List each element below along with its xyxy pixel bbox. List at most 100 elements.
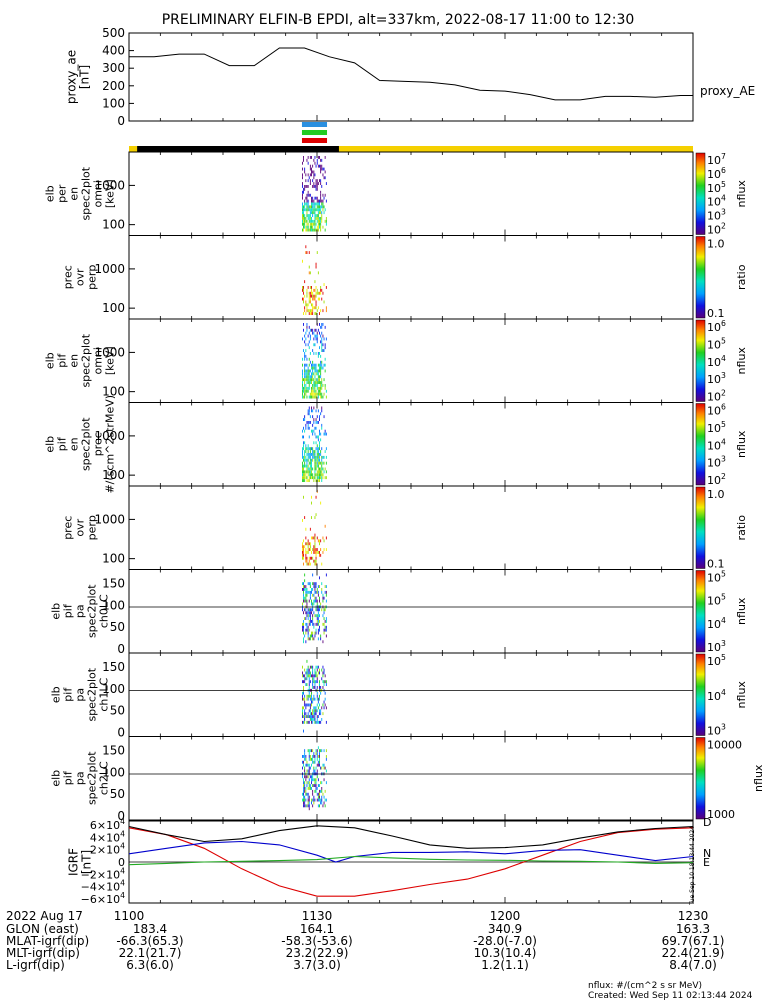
spectrogram-cell xyxy=(316,381,318,384)
spectrogram-cell xyxy=(312,179,314,183)
spectrogram-cell xyxy=(317,214,319,217)
spectrogram-cell xyxy=(303,225,304,229)
spectrogram-cell xyxy=(323,337,325,341)
spectrogram-cell xyxy=(308,620,310,623)
spectrogram-cell xyxy=(306,760,308,764)
spectrogram-cell xyxy=(308,715,310,718)
panel-ylabel-line: per xyxy=(56,184,69,203)
spectrogram-cell xyxy=(303,158,304,162)
spectrogram-cell xyxy=(312,718,314,721)
igrf-ylabel-line: IGRF xyxy=(66,848,80,876)
spectrogram-cell xyxy=(311,381,312,384)
panel-ylabel: elb pif en spec2plot omni [keV] xyxy=(44,333,117,387)
spectrogram-cell xyxy=(307,334,309,338)
spectrogram-cell xyxy=(309,467,311,471)
spectrogram-cell xyxy=(317,363,319,367)
spectrogram-cell xyxy=(305,778,307,782)
spectrogram-cell xyxy=(305,470,307,474)
ae-ytick-label: 300 xyxy=(102,61,125,75)
spectrogram-cell xyxy=(307,781,309,785)
spectrogram-cell xyxy=(307,804,309,808)
spectrogram-cell xyxy=(321,406,323,410)
spectrogram-cell xyxy=(305,384,307,387)
spectrogram-cell xyxy=(313,611,315,615)
spectrogram-cell xyxy=(314,464,316,468)
spectrogram-cell xyxy=(308,176,310,180)
spectrogram-cell xyxy=(305,712,307,716)
spectrogram-cell xyxy=(319,763,320,767)
colorbar-tick-label-exp: 4 xyxy=(721,354,726,363)
colorbar-tick-label: 105 xyxy=(707,593,726,608)
spectrogram-cell xyxy=(308,470,310,474)
spectrogram-cell xyxy=(325,199,327,203)
panel-ylabel-line: en xyxy=(68,354,81,368)
spectrogram-cell xyxy=(304,599,306,603)
igrf-series-d xyxy=(128,827,694,897)
spectrogram-cell xyxy=(304,185,306,188)
spectrogram-cell xyxy=(304,718,306,721)
colorbar-label: nflux xyxy=(735,597,748,625)
spectrogram-cell xyxy=(303,228,304,232)
spectrogram-cell xyxy=(303,156,304,159)
spectrogram-cell xyxy=(325,337,327,341)
spectrogram-cell xyxy=(316,476,318,480)
spectrogram-cell xyxy=(304,775,306,779)
spectrogram-cell xyxy=(325,182,327,185)
spectrogram-cell xyxy=(316,602,318,606)
spectrogram-cell xyxy=(315,164,317,168)
spectrogram-cell xyxy=(306,611,308,615)
spectrogram-cell xyxy=(304,429,306,433)
spectrogram-cell xyxy=(324,674,326,678)
spectrogram-cell xyxy=(314,458,316,462)
spectrogram-cell xyxy=(315,409,317,413)
spectrogram-cell xyxy=(304,798,306,802)
spectrogram-cell xyxy=(306,395,308,399)
spectrogram-cell xyxy=(311,476,312,480)
spectrogram-cell xyxy=(308,219,310,223)
panel-ytick-label: 100 xyxy=(102,218,125,232)
panel-ylabel: prec ovr perp xyxy=(62,265,99,290)
spectrogram-cell xyxy=(302,775,303,779)
spectrogram-cell xyxy=(307,798,309,802)
spectrogram-cell xyxy=(303,637,304,641)
spectrogram-cell xyxy=(319,331,320,335)
spectrogram-cell xyxy=(308,720,310,724)
spectrogram-cell xyxy=(321,381,323,384)
spectrogram-cell xyxy=(312,556,314,560)
spectrogram-cell xyxy=(312,291,314,295)
spectrogram-cell xyxy=(313,421,315,424)
spectrogram-cell xyxy=(315,202,317,206)
spectrogram-cell xyxy=(316,450,318,453)
spectrogram-cell xyxy=(307,697,309,701)
spectrogram-cell xyxy=(308,453,310,456)
spectrogram-cell xyxy=(302,755,303,758)
spectrogram-cell xyxy=(312,634,314,638)
spectrogram-cell xyxy=(305,423,307,427)
panel-ylabel-line: spec2plot xyxy=(86,751,99,805)
spectrogram-cell xyxy=(306,363,308,367)
spectrogram-cell xyxy=(317,551,319,554)
spectrogram-cell xyxy=(315,363,317,367)
spectrogram-cell xyxy=(309,709,311,713)
spectrogram-cell xyxy=(322,205,324,209)
panel-frame xyxy=(128,652,694,737)
colorbar-tick-label-base: 10 xyxy=(707,618,721,631)
spectrogram-cell xyxy=(309,697,311,701)
spectrogram-cell xyxy=(304,461,306,465)
spectrogram-cell xyxy=(309,193,311,197)
spectrogram-cell xyxy=(303,222,304,226)
spectrogram-cell xyxy=(312,778,314,782)
spectrogram-cell xyxy=(316,680,318,684)
spectrogram-cell xyxy=(308,346,310,350)
spectrogram-cell xyxy=(314,288,316,292)
spectrogram-cell xyxy=(317,665,319,669)
spectrogram-cell xyxy=(320,789,322,793)
spectrogram-cell xyxy=(312,211,314,215)
orbit-table-cell: 164.1 xyxy=(300,922,334,936)
spectrogram-cell xyxy=(303,288,304,292)
panel-ylabel: elb pif pa spec2plot ch0LC xyxy=(50,584,111,638)
spectrogram-cell xyxy=(309,297,311,301)
spectrogram-cell xyxy=(309,312,311,315)
spectrogram-cell xyxy=(315,599,317,603)
spectrogram-cell xyxy=(306,214,308,217)
